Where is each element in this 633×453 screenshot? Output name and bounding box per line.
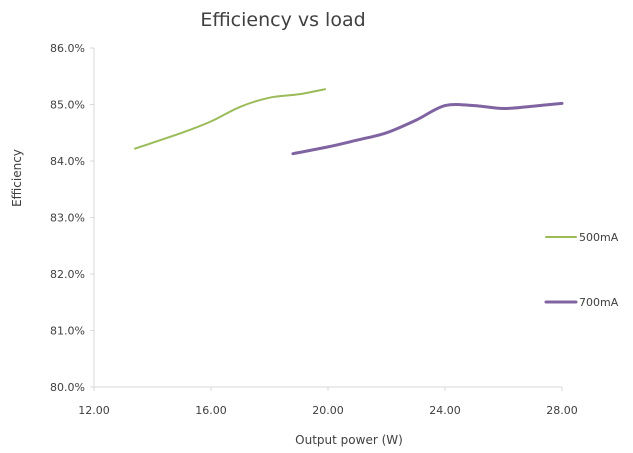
legend: 500mA 700mA	[544, 231, 619, 309]
series-line-700mA	[291, 101, 564, 156]
y-axis-label: Efficiency	[10, 149, 24, 207]
legend-label-700mA: 700mA	[579, 296, 619, 309]
y-tick-label: 86.0%	[50, 42, 85, 55]
x-axis-ticks: 12.00 16.00 20.00 24.00 28.00	[78, 387, 578, 417]
y-tick-label: 83.0%	[50, 212, 85, 225]
x-tick-label: 16.00	[195, 404, 227, 417]
x-axis-label: Output power (W)	[295, 433, 403, 447]
x-tick-label: 24.00	[429, 404, 461, 417]
y-tick-label: 85.0%	[50, 99, 85, 112]
chart-title: Efficiency vs load	[200, 9, 365, 31]
x-tick-label: 20.00	[312, 404, 344, 417]
y-tick-label: 81.0%	[50, 325, 85, 338]
x-tick-label: 12.00	[78, 404, 110, 417]
y-axis-ticks: 80.0% 81.0% 82.0% 83.0% 84.0% 85.0% 86.0%	[50, 42, 94, 394]
x-tick-label: 28.00	[546, 404, 578, 417]
y-tick-label: 82.0%	[50, 268, 85, 281]
y-tick-label: 84.0%	[50, 155, 85, 168]
legend-label-500mA: 500mA	[579, 231, 619, 244]
y-tick-label: 80.0%	[50, 381, 85, 394]
series-line-500mA	[134, 88, 327, 150]
series-layer	[134, 88, 564, 156]
